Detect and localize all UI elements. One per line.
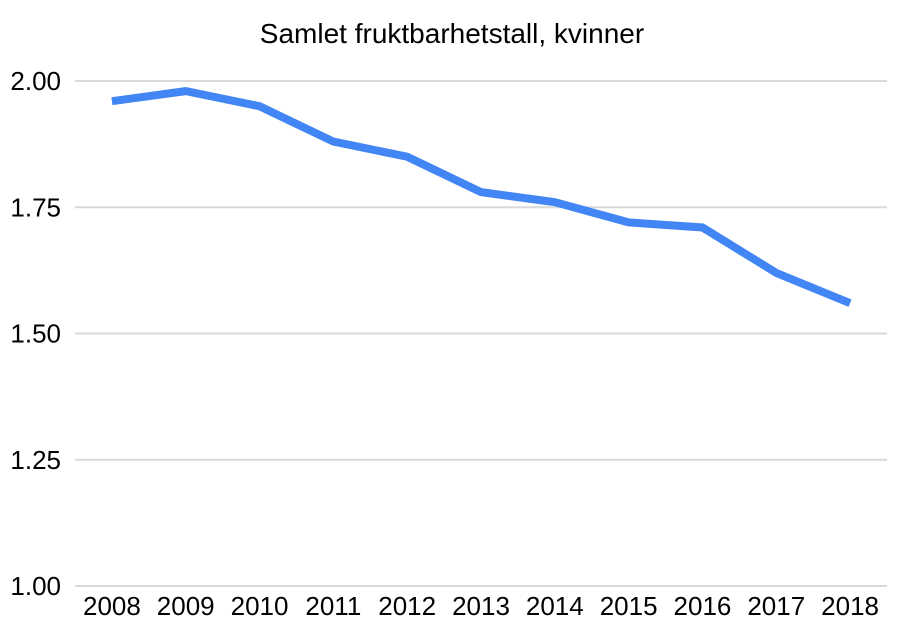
chart-title: Samlet fruktbarhetstall, kvinner xyxy=(259,18,645,49)
y-tick-label: 1.50 xyxy=(10,319,61,349)
y-tick-label: 1.00 xyxy=(10,571,61,601)
x-tick-label: 2014 xyxy=(526,591,584,621)
x-tick-label: 2016 xyxy=(674,591,732,621)
x-tick-label: 2009 xyxy=(157,591,215,621)
x-tick-label: 2015 xyxy=(600,591,658,621)
x-tick-label: 2018 xyxy=(821,591,879,621)
y-tick-label: 2.00 xyxy=(10,66,61,96)
y-tick-label: 1.75 xyxy=(10,192,61,222)
fertility-line-series xyxy=(111,87,852,307)
x-tick-label: 2008 xyxy=(83,591,141,621)
x-tick-label: 2012 xyxy=(378,591,436,621)
x-tick-label: 2017 xyxy=(747,591,805,621)
x-tick-label: 2013 xyxy=(452,591,510,621)
x-tick-label: 2011 xyxy=(305,591,361,621)
y-tick-label: 1.25 xyxy=(10,445,61,475)
x-tick-label: 2010 xyxy=(231,591,289,621)
